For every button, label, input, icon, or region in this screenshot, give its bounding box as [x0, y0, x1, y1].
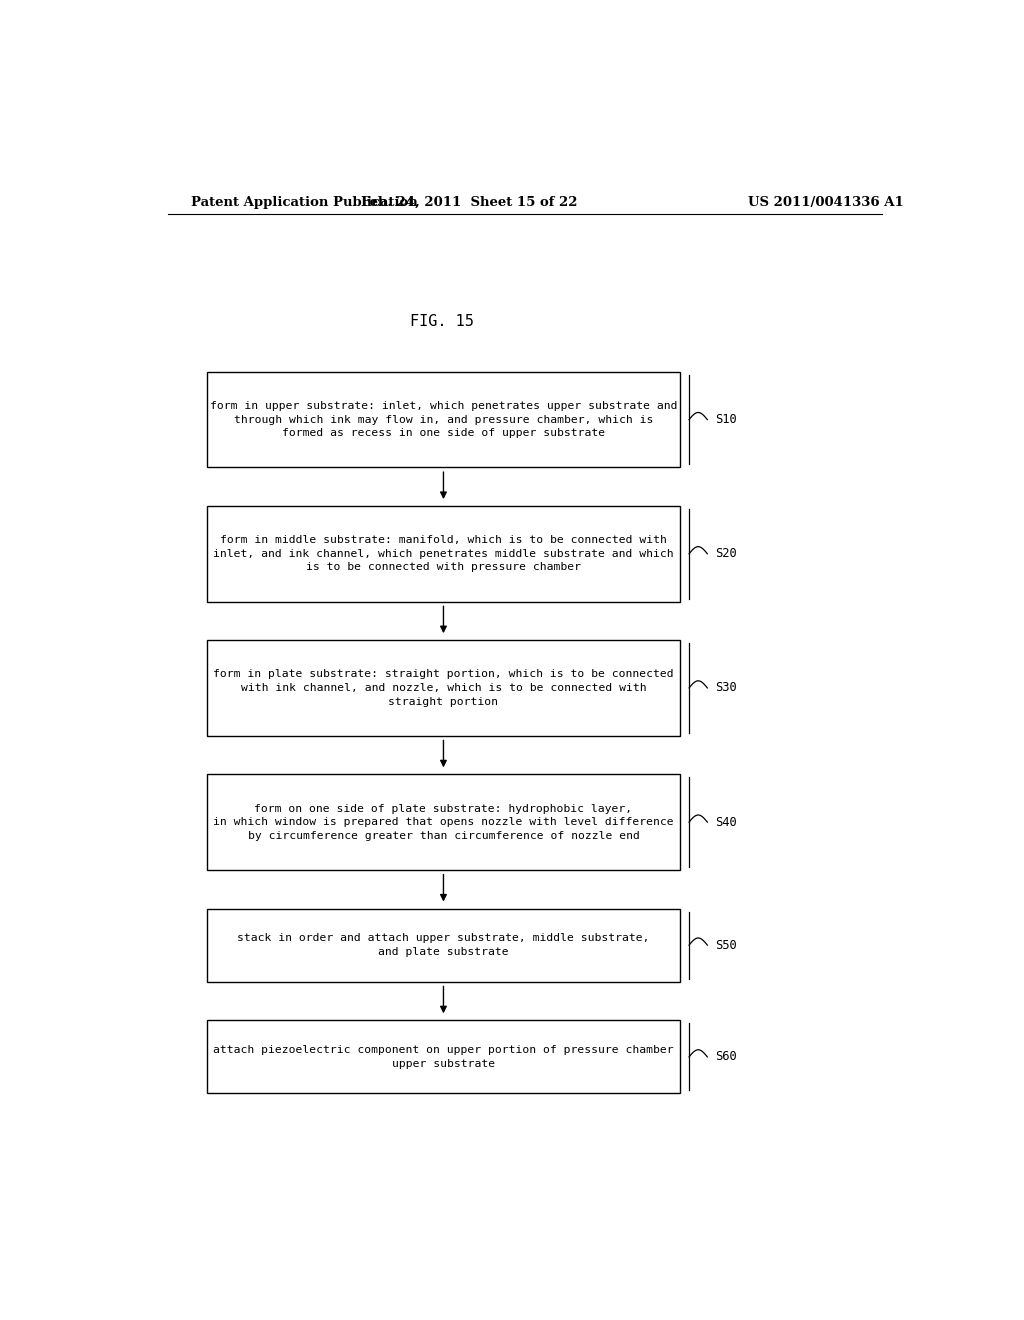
Text: stack in order and attach upper substrate, middle substrate,
and plate substrate: stack in order and attach upper substrat… — [238, 933, 649, 957]
Text: attach piezoelectric component on upper portion of pressure chamber
upper substr: attach piezoelectric component on upper … — [213, 1045, 674, 1069]
Text: Patent Application Publication: Patent Application Publication — [191, 195, 418, 209]
Bar — [207, 372, 680, 467]
Text: US 2011/0041336 A1: US 2011/0041336 A1 — [749, 195, 904, 209]
Bar — [207, 640, 680, 735]
Text: form in plate substrate: straight portion, which is to be connected
with ink cha: form in plate substrate: straight portio… — [213, 669, 674, 706]
Text: S30: S30 — [715, 681, 737, 694]
Text: form in middle substrate: manifold, which is to be connected with
inlet, and ink: form in middle substrate: manifold, whic… — [213, 535, 674, 573]
Text: Feb. 24, 2011  Sheet 15 of 22: Feb. 24, 2011 Sheet 15 of 22 — [361, 195, 578, 209]
Bar — [207, 908, 680, 982]
Bar — [207, 1020, 680, 1093]
Text: form in upper substrate: inlet, which penetrates upper substrate and
through whi: form in upper substrate: inlet, which pe… — [210, 401, 677, 438]
Bar — [207, 506, 680, 602]
Text: S20: S20 — [715, 548, 737, 560]
Text: S50: S50 — [715, 939, 737, 952]
Bar — [207, 775, 680, 870]
Text: S40: S40 — [715, 816, 737, 829]
Text: form on one side of plate substrate: hydrophobic layer,
in which window is prepa: form on one side of plate substrate: hyd… — [213, 804, 674, 841]
Text: S10: S10 — [715, 413, 737, 426]
Text: S60: S60 — [715, 1051, 737, 1064]
Text: FIG. 15: FIG. 15 — [410, 314, 473, 329]
